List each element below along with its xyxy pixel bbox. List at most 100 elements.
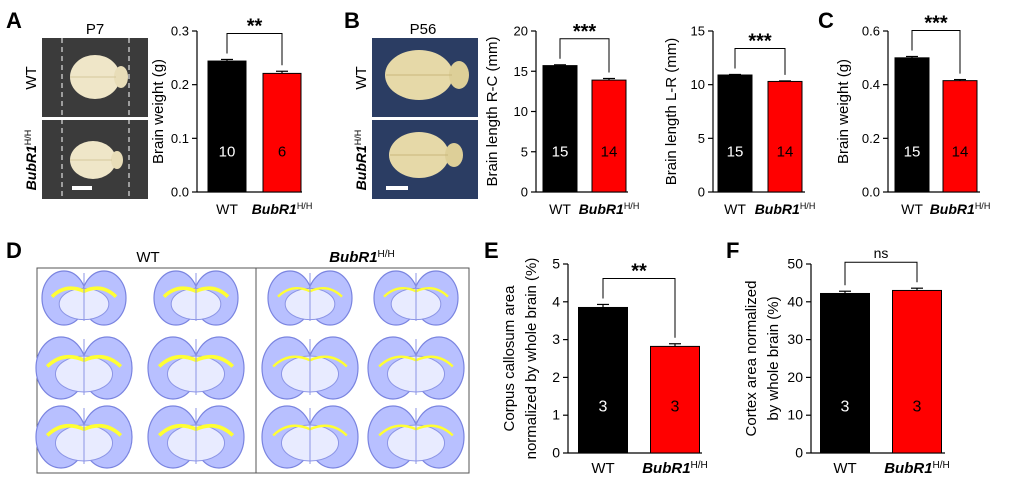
category-label: WT (833, 460, 856, 477)
y-tick-label: 0 (552, 445, 560, 461)
panel-b-row-mutant: BubR1H/H (353, 130, 369, 191)
panel-d-col-mutant-main: BubR1 (329, 249, 377, 266)
category-label-sup: H/H (800, 201, 816, 211)
y-tick-label: 1 (552, 407, 560, 423)
chart-b-lr: 0 5 10 15 Brain length L-R (mm) 15 WT 14 BubR1H/… (663, 24, 815, 218)
bar-wt (717, 74, 753, 193)
panel-letter-d: D (6, 238, 22, 263)
brain-section (147, 405, 245, 469)
n-label: 15 (552, 144, 569, 161)
panel-a-row-wt: WT (23, 66, 40, 89)
y-tick-label: 0.2 (862, 131, 880, 146)
brain-b-wt (385, 50, 469, 100)
n-label: 15 (904, 144, 921, 161)
bar-mutant (767, 80, 803, 193)
brain-section (153, 270, 239, 326)
panel-b-row-wt: WT (353, 66, 370, 89)
y-tick-label: 10 (691, 77, 705, 92)
category-label-main: BubR1 (579, 201, 624, 217)
category-label-main: BubR1 (252, 201, 297, 217)
y-axis-label: Corpus callosum area (501, 285, 518, 432)
y-tick-label: 5 (552, 256, 560, 272)
y-tick-label: 0.0 (862, 185, 880, 200)
brain-section (35, 405, 133, 469)
significance-label: *** (748, 30, 772, 52)
y-tick-label: 0.3 (171, 24, 189, 39)
panel-d-col-mutant-sup: H/H (378, 249, 395, 260)
significance-label: ** (631, 260, 647, 282)
y-tick-label: 0.0 (171, 185, 189, 200)
y-axis-label: Cortex area normalized (743, 281, 760, 437)
significance-bracket (911, 29, 961, 74)
brain-section (267, 270, 353, 326)
chart-f: 0 10 20 30 40 50 Cortex area normalized by whol… (743, 245, 950, 477)
brain-section (261, 336, 359, 400)
panel-b-stage: P56 (410, 21, 437, 38)
panel-b-photos: P56 WT BubR1H/H (353, 21, 478, 199)
significance-bracket (844, 261, 918, 286)
category-label: BubR1H/H (252, 201, 313, 217)
n-label: 3 (671, 398, 680, 415)
y-tick-label: 0 (795, 445, 803, 461)
bar-wt (542, 65, 578, 193)
significance-label: ns (874, 245, 889, 261)
n-label: 3 (841, 398, 850, 415)
bar-mutant (591, 79, 627, 193)
panel-letter-c: C (818, 8, 834, 33)
panel-a-row-mutant-sup: H/H (23, 130, 33, 146)
scale-bar-b (386, 186, 408, 190)
y-tick-label: 40 (787, 293, 803, 309)
y-tick-label: 10 (514, 104, 528, 119)
category-label: BubR1H/H (755, 201, 816, 217)
category-label-sup: H/H (624, 201, 640, 211)
category-label: WT (901, 201, 923, 217)
panel-a-row-mutant-main: BubR1 (23, 145, 39, 190)
bar-wt (578, 306, 628, 454)
n-label: 14 (952, 144, 969, 161)
panel-a-row-mutant: BubR1H/H (23, 130, 39, 191)
y-tick-label: 50 (787, 256, 803, 272)
y-tick-label: 10 (787, 407, 803, 423)
panel-d: WT BubR1H/H (35, 249, 470, 474)
y-axis-label: Brain length L-R (mm) (663, 38, 680, 186)
chart-b-rc: 0 5 10 15 20 Brain length R-C (mm) 15 WT 14 BubR1… (484, 21, 639, 217)
category-label: BubR1H/H (884, 460, 950, 478)
brain-b-mutant (389, 132, 463, 178)
significance-label: *** (573, 21, 597, 43)
category-label-main: BubR1 (884, 460, 932, 477)
y-tick-label: 0 (521, 185, 528, 200)
y-tick-label: 0 (698, 185, 705, 200)
brain-section (261, 405, 359, 469)
category-label-main: BubR1 (642, 460, 690, 477)
n-label: 3 (599, 398, 608, 415)
category-label-sup: H/H (691, 460, 708, 471)
category-label: WT (549, 201, 571, 217)
category-label-main: BubR1 (930, 201, 975, 217)
category-label: WT (591, 460, 614, 477)
bar-wt (207, 60, 247, 193)
category-label: BubR1H/H (930, 201, 991, 217)
y-tick-label: 0.4 (862, 77, 880, 92)
brain-a-mutant (70, 141, 123, 179)
y-axis-label-line2: by whole brain (%) (765, 296, 782, 420)
significance-label: ** (247, 15, 263, 37)
panel-letter-a: A (6, 8, 22, 33)
brain-a-wt (70, 55, 128, 99)
n-label: 10 (219, 144, 236, 161)
y-tick-label: 20 (787, 369, 803, 385)
brain-section (367, 336, 465, 400)
category-label: BubR1H/H (579, 201, 640, 217)
y-tick-label: 15 (691, 24, 705, 39)
category-label-sup: H/H (297, 201, 313, 211)
category-label: WT (724, 201, 746, 217)
category-label: BubR1H/H (642, 460, 708, 478)
n-label: 6 (278, 144, 286, 161)
y-tick-label: 20 (514, 24, 528, 39)
brain-section (367, 405, 465, 469)
significance-bracket (734, 47, 786, 75)
y-tick-label: 30 (787, 331, 803, 347)
category-label-sup: H/H (975, 201, 991, 211)
panel-b-row-mutant-main: BubR1 (353, 145, 369, 190)
panel-letter-b: B (344, 8, 360, 33)
